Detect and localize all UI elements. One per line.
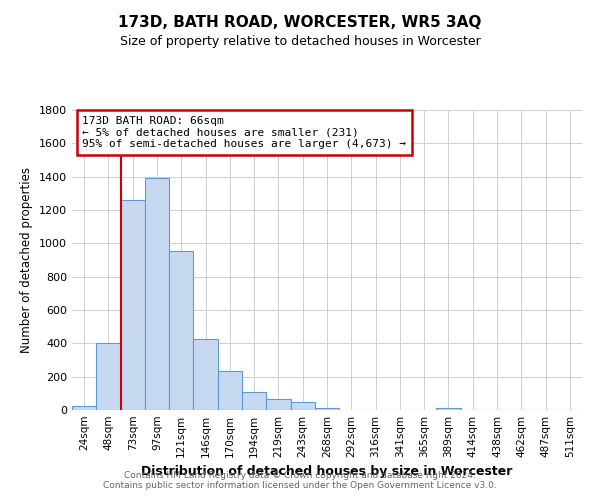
Text: 173D, BATH ROAD, WORCESTER, WR5 3AQ: 173D, BATH ROAD, WORCESTER, WR5 3AQ: [118, 15, 482, 30]
Bar: [315, 408, 339, 410]
Bar: [145, 178, 169, 410]
Bar: [72, 406, 96, 410]
Bar: [266, 399, 290, 410]
Bar: [193, 339, 218, 410]
Bar: [218, 371, 242, 410]
Y-axis label: Number of detached properties: Number of detached properties: [20, 167, 34, 353]
Text: 173D BATH ROAD: 66sqm
← 5% of detached houses are smaller (231)
95% of semi-deta: 173D BATH ROAD: 66sqm ← 5% of detached h…: [82, 116, 406, 149]
Bar: [290, 402, 315, 410]
Text: Contains HM Land Registry data © Crown copyright and database right 2024.
Contai: Contains HM Land Registry data © Crown c…: [103, 470, 497, 490]
Bar: [121, 200, 145, 410]
X-axis label: Distribution of detached houses by size in Worcester: Distribution of detached houses by size …: [142, 466, 512, 478]
Text: Size of property relative to detached houses in Worcester: Size of property relative to detached ho…: [119, 35, 481, 48]
Bar: [242, 392, 266, 410]
Bar: [96, 344, 121, 410]
Bar: [436, 408, 461, 410]
Bar: [169, 251, 193, 410]
